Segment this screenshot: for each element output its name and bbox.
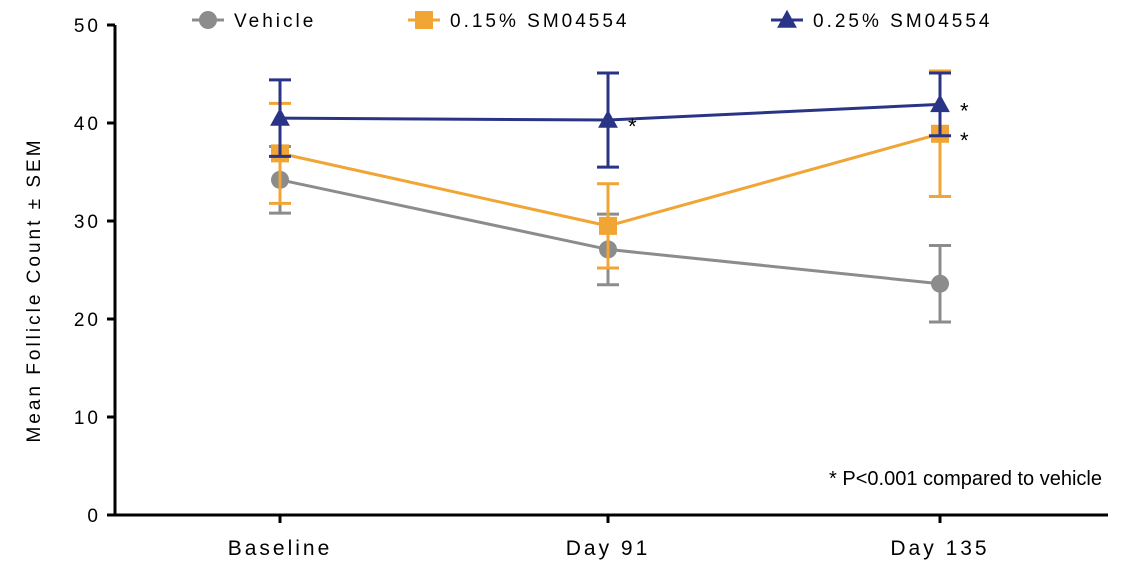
significance-marker: *	[960, 128, 969, 153]
x-tick-label: Day 135	[890, 537, 989, 560]
chart-legend: Vehicle 0.15% SM04554 0.25% SM04554	[192, 9, 993, 32]
y-axis-label: Mean Follicle Count ± SEM	[24, 137, 45, 442]
data-point	[931, 274, 949, 293]
x-tick-label: Day 91	[566, 537, 651, 560]
y-tick-label: 20	[74, 310, 101, 331]
legend-marker	[777, 9, 797, 28]
chart-series: * * *	[269, 69, 969, 324]
x-tick-label: Baseline	[228, 537, 333, 560]
y-tick-label: 30	[74, 212, 101, 233]
significance-marker: *	[628, 114, 637, 139]
y-tick-label: 10	[74, 408, 101, 429]
legend-label: 0.15% SM04554	[450, 11, 630, 32]
data-point	[270, 107, 290, 126]
data-point	[599, 216, 617, 235]
legend-marker	[415, 11, 433, 29]
data-point	[598, 109, 618, 128]
significance-footnote: * P<0.001 compared to vehicle	[829, 468, 1102, 490]
legend-label: 0.25% SM04554	[813, 11, 993, 32]
legend-item: 0.25% SM04554	[771, 9, 993, 32]
chart-axes: 0 10 20 30 40 50 Baseline Day 91 Day 135	[74, 16, 1108, 560]
significance-marker: *	[960, 98, 969, 123]
data-point	[930, 94, 950, 113]
series-triangle	[269, 71, 951, 169]
y-tick-label: 50	[74, 16, 101, 37]
y-tick-label: 40	[74, 114, 101, 135]
legend-item: 0.15% SM04554	[408, 11, 630, 32]
series-square	[269, 69, 951, 270]
legend-label: Vehicle	[234, 11, 316, 32]
legend-marker	[199, 11, 217, 29]
y-tick-label: 0	[87, 506, 101, 527]
series-line	[279, 132, 941, 228]
legend-item: Vehicle	[192, 11, 316, 32]
